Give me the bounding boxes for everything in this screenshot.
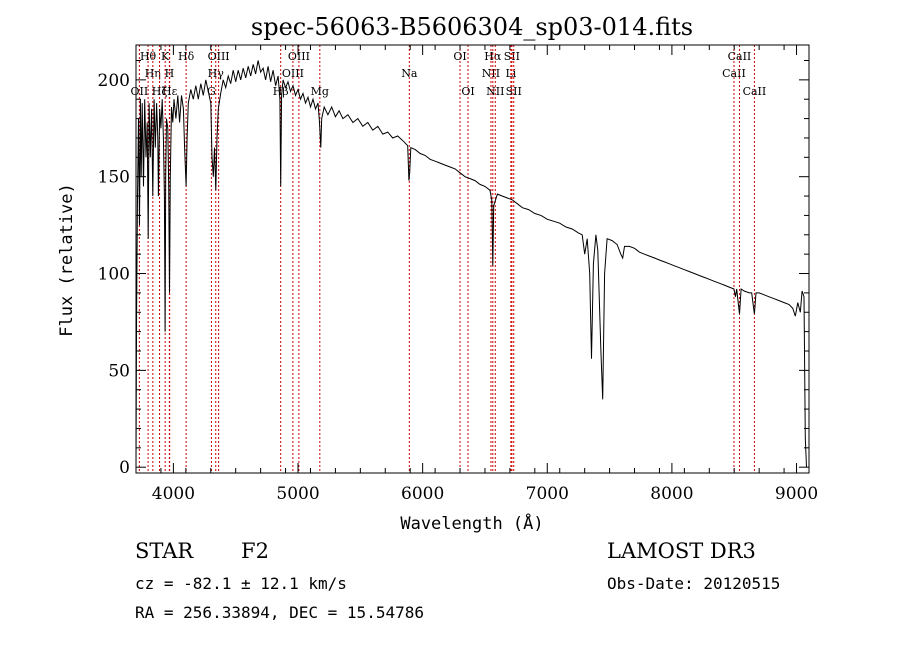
spectral-line-label: Hζ [152,85,168,98]
spectral-line-label: CaII [743,85,767,98]
spectral-line-label: K [161,50,170,63]
y-tick-label: 100 [98,265,130,285]
object-class: STAR [135,539,194,563]
redshift-velocity: cz = -82.1 ± 12.1 km/s [135,574,347,593]
y-axis-label: Flux (relative) [57,183,77,337]
spectral-line-label: Li [505,67,516,80]
spectral-line-label: Hε [162,85,178,98]
x-axis-label: Wavelength (Å) [400,512,543,534]
spectral-line-label: Hα [484,50,502,63]
spectral-line-label: OIII [288,50,310,63]
spectral-line-label: NII [482,67,500,80]
spectral-line-label: Na [401,67,418,80]
spectral-line-label: G [207,85,216,98]
survey-name: LAMOST DR3 [607,539,756,563]
spectral-line-label: Hβ [273,85,289,98]
chart-title: spec-56063-B5606304_sp03-014.fits [251,13,693,41]
sky-coordinates: RA = 256.33894, DEC = 15.54786 [135,603,424,622]
spectral-line-label: Hδ [178,50,195,63]
flux-series-line [135,60,807,468]
y-tick-label: 150 [98,168,130,188]
spectral-line-label: OIII [208,50,230,63]
spectral-line-label: SII [506,85,522,98]
spectral-line-label: OI [461,85,474,98]
observation-date: Obs-Date: 20120515 [607,574,781,593]
y-tick-label: 200 [98,71,130,91]
spectral-line-label: OIII [282,67,304,80]
spectral-line-label: OI [453,50,466,63]
x-tick-label: 6000 [401,484,444,504]
spectral-line-label: CaII [722,67,746,80]
plot-frame [135,44,810,474]
spectral-line-label: SII [504,50,520,63]
object-subclass: F2 [241,539,269,563]
x-tick-label: 4000 [152,484,195,504]
x-tick-label: 9000 [775,484,818,504]
spectral-line-label: Hη [145,67,161,80]
spectral-line-label: CaII [728,50,752,63]
y-tick-label: 50 [108,361,130,381]
spectral-line-label: Hγ [208,67,225,80]
spectral-line-label: OII [131,85,149,98]
spectral-line-label: NII [486,85,504,98]
spectral-line-label: Mg [311,85,329,98]
y-axis-ticks: 0 50 100 150 200 [98,59,809,478]
spectral-line-markers: OIIHθHηHζKHHεHδGHγOIIIHβOIIIOIIIMgNaOIOI… [131,45,767,473]
x-tick-label: 8000 [650,484,693,504]
x-axis-ticks: 4000 5000 6000 7000 8000 9000 [135,45,818,504]
y-tick-label: 0 [119,458,130,478]
x-tick-label: 5000 [276,484,319,504]
x-tick-label: 7000 [526,484,569,504]
spectral-line-label: Hθ [140,50,157,63]
